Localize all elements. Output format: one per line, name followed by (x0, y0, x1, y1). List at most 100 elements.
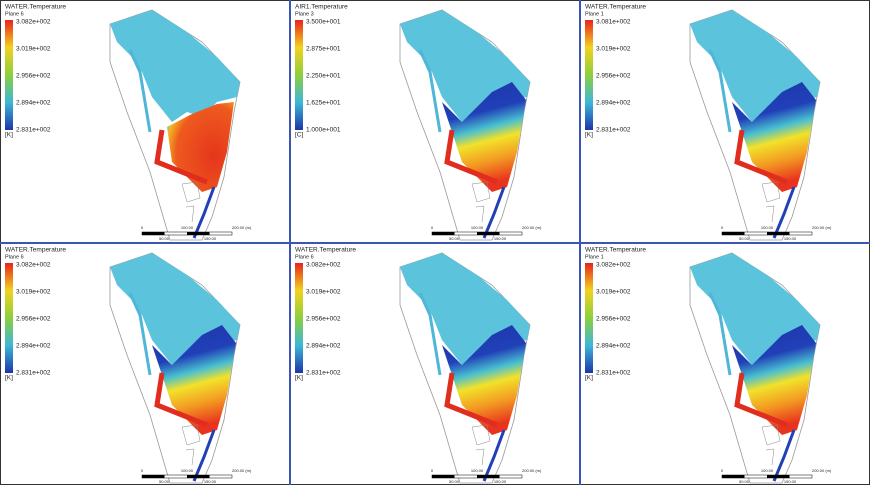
scale-label: 0 (431, 225, 434, 230)
field-title: WATER.Temperature (5, 247, 66, 254)
scale-label: 0 (721, 468, 724, 473)
legend-label: 2.956e+002 (16, 73, 51, 80)
panel: WATER.TemperaturePlane 1 3.081e+002 3.019e… (585, 4, 832, 241)
field-title: AIR1.Temperature (295, 4, 348, 11)
scale-label: 150.00 (204, 479, 217, 484)
legend-label: 3.082e+002 (596, 262, 631, 269)
scale-bar-fill (722, 475, 745, 478)
scale-label: 150.00 (494, 236, 507, 241)
legend-label: 2.894e+002 (596, 100, 631, 107)
legend-label: 1.625e+001 (306, 100, 341, 107)
legend-label: 3.019e+002 (596, 46, 631, 53)
scale-label: 200.00 (m) (232, 468, 252, 473)
scale-label: 0 (141, 468, 144, 473)
legend-label: 2.831e+002 (16, 127, 51, 134)
scale-bar-fill (187, 475, 210, 478)
scale-label: 100.00 (181, 468, 194, 473)
legend-label: 3.019e+002 (596, 289, 631, 296)
panel: WATER.TemperaturePlane 1 3.082e+002 3.019e… (585, 247, 832, 484)
scale-label: 200.00 (m) (812, 225, 832, 230)
legend-label: 2.956e+002 (596, 73, 631, 80)
legend-label: 3.082e+002 (306, 262, 341, 269)
scale-label: 200.00 (m) (522, 468, 542, 473)
legend-label: 3.082e+002 (16, 262, 51, 269)
color-bar (585, 20, 593, 130)
color-bar (295, 20, 303, 130)
legend-label: 2.956e+002 (596, 316, 631, 323)
figure: WATER.TemperaturePlane 63.082e+0023.019e… (0, 0, 870, 485)
field-title: WATER.Temperature (295, 247, 356, 254)
scale-bar-fill (477, 475, 500, 478)
scale-bar-fill (142, 475, 165, 478)
scale-label: 50.00 (739, 236, 750, 241)
scale-bar-fill (432, 232, 455, 235)
color-bar (295, 263, 303, 373)
legend-label: 2.894e+002 (16, 100, 51, 107)
legend-label: 2.831e+002 (596, 370, 631, 377)
unit-label: [K] (5, 132, 13, 139)
plane-label: Plane 6 (5, 254, 24, 260)
scale-label: 150.00 (784, 236, 797, 241)
scale-label: 50.00 (159, 479, 170, 484)
legend-label: 3.500e+001 (306, 19, 341, 26)
scale-label: 150.00 (204, 236, 217, 241)
scale-label: 100.00 (761, 468, 774, 473)
scale-bar-fill (477, 232, 500, 235)
plane-label: Plane 6 (5, 11, 24, 17)
scale-bar-fill (187, 232, 210, 235)
scale-bar-fill (142, 232, 165, 235)
legend-label: 2.956e+002 (306, 316, 341, 323)
legend-label: 3.082e+002 (16, 19, 51, 26)
field-title: WATER.Temperature (5, 4, 66, 11)
scale-label: 200.00 (m) (232, 225, 252, 230)
color-bar (585, 263, 593, 373)
scale-label: 0 (431, 468, 434, 473)
unit-label: [K] (585, 132, 593, 139)
legend-label: 3.019e+002 (16, 289, 51, 296)
legend-label: 2.250e+001 (306, 73, 341, 80)
legend-label: 1.000e+001 (306, 127, 341, 134)
scale-label: 200.00 (m) (812, 468, 832, 473)
legend-label: 2.831e+002 (306, 370, 341, 377)
unit-label: [K] (5, 375, 13, 382)
scale-label: 100.00 (471, 468, 484, 473)
legend-label: 2.956e+002 (16, 316, 51, 323)
legend-label: 2.831e+002 (16, 370, 51, 377)
panel: WATER.TemperaturePlane 6 3.082e+002 3.019e… (5, 247, 252, 484)
legend-label: 2.894e+002 (596, 343, 631, 350)
scale-label: 150.00 (784, 479, 797, 484)
scale-label: 50.00 (449, 479, 460, 484)
plane-label: Plane 1 (585, 11, 604, 17)
legend-label: 3.019e+002 (306, 289, 341, 296)
scale-label: 0 (721, 225, 724, 230)
field-title: WATER.Temperature (585, 4, 646, 11)
field-title: WATER.Temperature (585, 247, 646, 254)
scale-label: 200.00 (m) (522, 225, 542, 230)
scale-bar-fill (722, 232, 745, 235)
scale-label: 0 (141, 225, 144, 230)
color-bar (5, 20, 13, 130)
plane-label: Plane 3 (295, 11, 314, 17)
legend-label: 2.894e+002 (16, 343, 51, 350)
scale-label: 150.00 (494, 479, 507, 484)
legend-label: 3.019e+002 (16, 46, 51, 53)
color-bar (5, 263, 13, 373)
scale-label: 50.00 (739, 479, 750, 484)
scale-label: 50.00 (449, 236, 460, 241)
scale-bar-fill (432, 475, 455, 478)
unit-label: [C] (295, 132, 304, 139)
scale-label: 100.00 (471, 225, 484, 230)
legend-label: 3.081e+002 (596, 19, 631, 26)
plane-label: Plane 6 (295, 254, 314, 260)
scale-label: 50.00 (159, 236, 170, 241)
unit-label: [K] (295, 375, 303, 382)
plane-label: Plane 1 (585, 254, 604, 260)
scale-label: 100.00 (181, 225, 194, 230)
scale-bar-fill (767, 475, 790, 478)
legend-label: 2.831e+002 (596, 127, 631, 134)
legend-label: 2.894e+002 (306, 343, 341, 350)
unit-label: [K] (585, 375, 593, 382)
